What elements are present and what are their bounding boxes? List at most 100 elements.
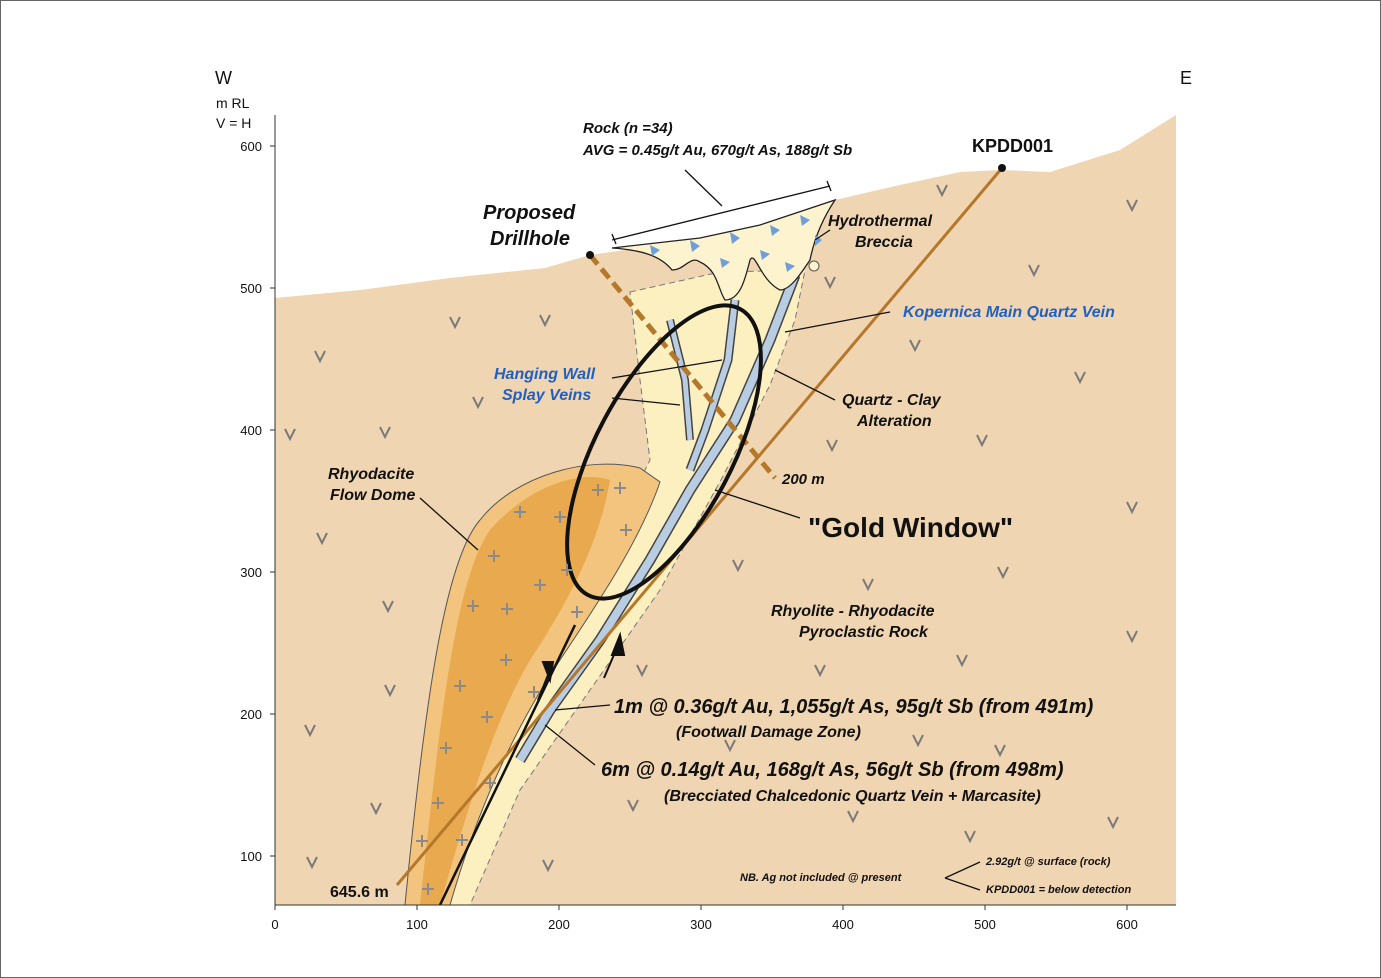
volcanic-symbol — [964, 830, 976, 844]
note: 2.92g/t @ surface (rock) — [985, 856, 1111, 868]
volcanic-symbol — [306, 856, 318, 870]
volcanic-symbol — [1126, 501, 1138, 515]
label: Kopernica Main Quartz Vein — [903, 304, 1115, 321]
label: Rock (n =34) — [583, 120, 673, 137]
intrusive-symbol — [484, 777, 496, 789]
intrusive-symbol — [571, 606, 583, 618]
volcanic-symbol — [824, 276, 836, 290]
volcanic-symbol — [539, 314, 551, 328]
intrusive-symbol — [614, 482, 626, 494]
intrusive-symbol — [456, 834, 468, 846]
label: Rhyodacite — [328, 466, 414, 483]
volcanic-symbol — [636, 664, 648, 678]
clast — [808, 260, 820, 272]
volcanic-symbol — [1028, 264, 1040, 278]
label: (Brecciated Chalcedonic Quartz Vein + Ma… — [664, 788, 1041, 805]
volcanic-symbol — [847, 810, 859, 824]
collar — [998, 164, 1006, 172]
volcanic-symbol — [316, 532, 328, 546]
volcanic-symbol — [862, 578, 874, 592]
volcanic-symbol — [732, 559, 744, 573]
volcanic-symbol — [997, 566, 1009, 580]
label: Alteration — [856, 413, 932, 430]
volcanic-symbol — [284, 428, 296, 442]
intrusive-symbol — [554, 511, 566, 523]
volcanic-symbol — [994, 744, 1006, 758]
fault-arrow — [537, 661, 555, 701]
intrusive-symbol — [488, 550, 500, 562]
intrusive-symbol — [416, 835, 428, 847]
volcanic-symbol — [384, 684, 396, 698]
intrusive-symbol — [501, 603, 513, 615]
volcanic-symbol — [1126, 199, 1138, 213]
intrusive-symbol — [528, 686, 540, 698]
label: Quartz - Clay — [842, 392, 942, 409]
label: (Footwall Damage Zone) — [676, 724, 861, 741]
fault — [438, 624, 577, 906]
label: Hanging Wall — [494, 366, 596, 383]
label: 1m @ 0.36g/t Au, 1,055g/t As, 95g/t Sb (… — [614, 696, 1094, 718]
y-tick-label: 300 — [240, 565, 262, 580]
y-tick-label: 600 — [240, 139, 262, 154]
label: AVG = 0.45g/t Au, 670g/t As, 188g/t Sb — [582, 142, 852, 159]
intrusive-symbol — [454, 680, 466, 692]
lithology-symbols — [284, 184, 1138, 895]
x-tick-label: 300 — [690, 917, 712, 932]
label: Breccia — [855, 234, 913, 251]
label: Splay Veins — [502, 387, 591, 404]
volcanic-symbol — [976, 434, 988, 448]
label: KPDD001 — [972, 136, 1053, 156]
x-tick-label: 600 — [1116, 917, 1138, 932]
y-tick-label: 400 — [240, 423, 262, 438]
volcanic-symbol — [1126, 630, 1138, 644]
volcanic-symbol — [814, 664, 826, 678]
intrusive-symbol — [500, 654, 512, 666]
label: Drillhole — [490, 228, 570, 250]
west: W — [215, 68, 232, 88]
volcanic-symbol — [449, 316, 461, 330]
volcanic-symbol — [724, 739, 736, 753]
volcanic-symbol — [936, 184, 948, 198]
note: NB. Ag not included @ present — [740, 872, 903, 884]
volcanic-symbol — [627, 799, 639, 813]
intrusive-symbol — [432, 797, 444, 809]
volcanic-symbol — [909, 339, 921, 353]
x-tick-label: 200 — [548, 917, 570, 932]
x-tick-label: 0 — [271, 917, 278, 932]
label: "Gold Window" — [808, 512, 1013, 543]
volcanic-symbol — [382, 600, 394, 614]
volcanic-symbol — [542, 859, 554, 873]
x-tick-label: 500 — [974, 917, 996, 932]
breccia-clasts — [650, 215, 822, 272]
label: Pyroclastic Rock — [799, 624, 929, 641]
splay-vein-fill — [667, 319, 693, 441]
intrusive-symbol — [440, 742, 452, 754]
volcanic-symbol — [956, 654, 968, 668]
east: E — [1180, 68, 1192, 88]
volcanic-symbol — [472, 396, 484, 410]
intrusive-symbol — [467, 600, 479, 612]
label: Proposed — [483, 202, 576, 224]
main-vein-fill — [516, 273, 799, 763]
units: m RL — [216, 95, 250, 111]
intrusive-symbol — [534, 579, 546, 591]
volcanic-symbol — [826, 439, 838, 453]
label: 645.6 m — [330, 884, 389, 901]
volcanic-symbol — [379, 426, 391, 440]
intrusive-symbol — [592, 484, 604, 496]
collar — [586, 251, 594, 259]
breccia — [611, 198, 837, 301]
scale: V = H — [216, 115, 251, 131]
flow-dome-core — [420, 477, 610, 905]
intrusive-symbol — [481, 711, 493, 723]
ticks: 0 100 200 300 400 500 600 100 200 300 400 500 600 — [240, 139, 1138, 932]
volcanic-symbol — [912, 734, 924, 748]
splay-vein-fill — [687, 299, 738, 472]
y-tick-label: 100 — [240, 849, 262, 864]
gold-window — [565, 303, 763, 601]
note: KPDD001 = below detection — [986, 884, 1131, 896]
intrusive-symbol — [514, 506, 526, 518]
label: 6m @ 0.14g/t Au, 168g/t As, 56g/t Sb (fr… — [601, 759, 1064, 781]
volcanic-symbol — [314, 350, 326, 364]
